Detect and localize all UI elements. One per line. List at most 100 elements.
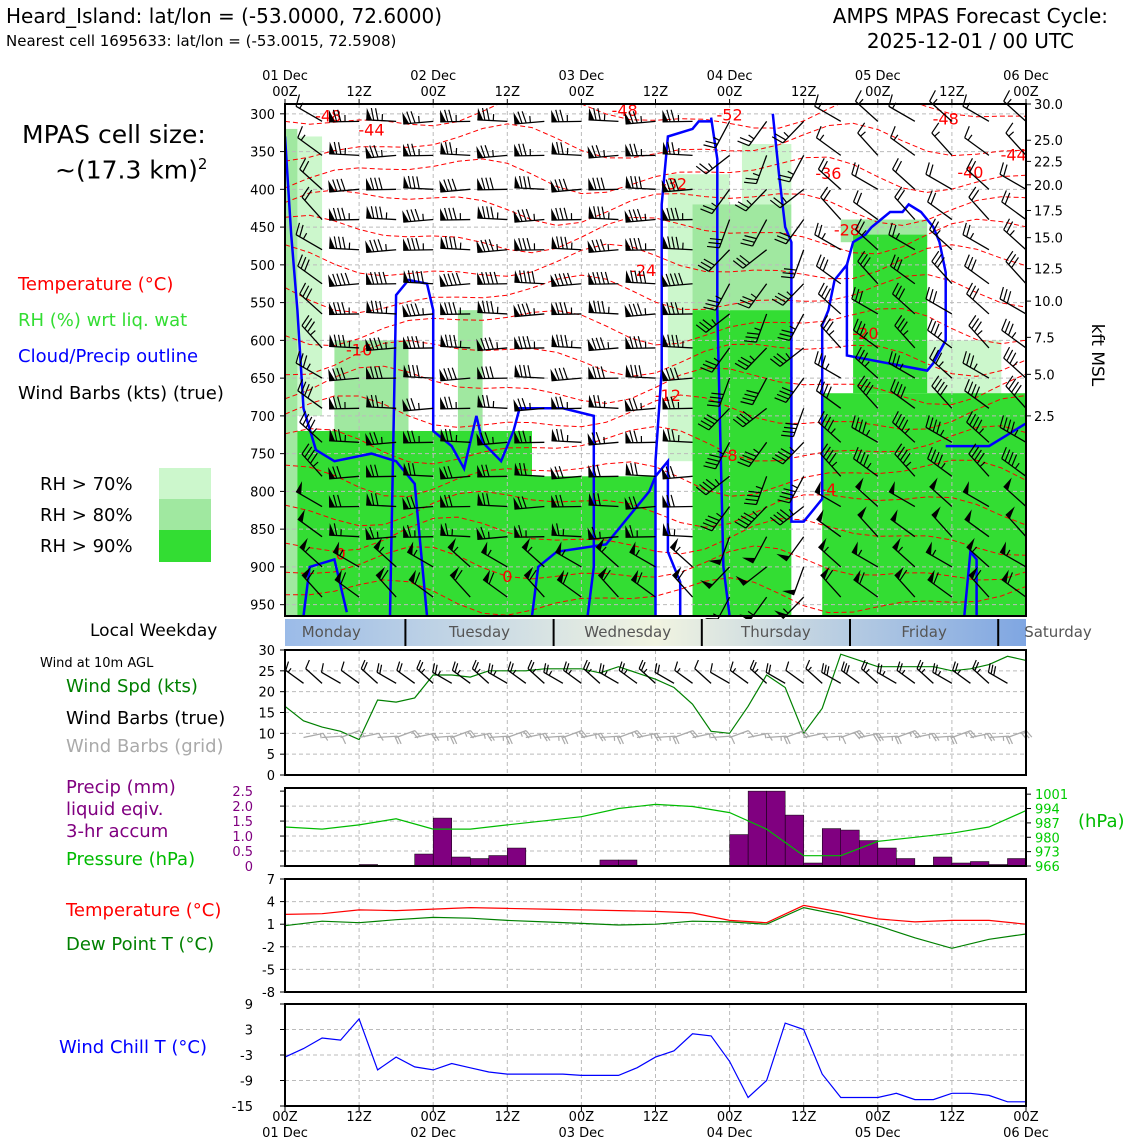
- barb-full: [369, 177, 375, 190]
- barb-half: [825, 363, 830, 370]
- temp-tick-label: 1: [267, 918, 275, 933]
- barb-flag: [662, 109, 669, 122]
- top-hour-label: 00Z: [420, 85, 446, 100]
- barb-full: [872, 734, 879, 743]
- barb-full: [489, 271, 494, 285]
- barb-staff: [477, 217, 508, 221]
- barb-staff: [785, 669, 805, 684]
- barb-full: [892, 158, 899, 170]
- barb-full: [297, 254, 303, 267]
- barb-staff: [857, 385, 879, 409]
- barb-staff: [477, 504, 508, 508]
- barb-half: [983, 734, 987, 739]
- barb-full: [481, 366, 486, 379]
- barb-full: [307, 449, 316, 461]
- barb-staff: [625, 281, 656, 285]
- barb-full: [591, 337, 597, 351]
- cross-section-wind-barb: [931, 122, 953, 156]
- cross-section-wind-barb: [366, 394, 397, 409]
- barb-half: [711, 202, 718, 208]
- barb-full: [773, 197, 784, 206]
- barb-flag: [624, 497, 632, 510]
- barb-staff: [544, 735, 565, 739]
- barb-full: [342, 334, 346, 348]
- cross-section-wind-barb: [588, 366, 619, 380]
- cross-section-wind-barb: [550, 178, 582, 193]
- barb-full: [517, 209, 523, 222]
- cross-section-wind-barb: [514, 336, 545, 350]
- barb-full: [488, 337, 494, 350]
- cross-section-wind-barb: [328, 494, 360, 508]
- barb-staff: [321, 671, 341, 684]
- barb-full: [451, 367, 457, 380]
- barb-full: [507, 661, 512, 671]
- barb-staff: [966, 293, 990, 315]
- barb-half: [899, 363, 904, 370]
- barb-staff: [714, 442, 731, 470]
- barb-staff: [742, 407, 768, 428]
- barb-half: [897, 546, 904, 553]
- barb-full: [448, 396, 453, 409]
- barb-full: [307, 386, 314, 399]
- barb-flag: [551, 334, 558, 347]
- barb-full: [1007, 323, 1014, 336]
- cross-section-wind-barb: [449, 566, 471, 598]
- local-weekday-label: Local Weekday: [90, 621, 218, 641]
- barb-full: [925, 162, 930, 175]
- barb-staff: [297, 265, 323, 285]
- barb-half: [904, 428, 910, 434]
- barb-half: [376, 531, 379, 539]
- barb-staff: [599, 735, 620, 739]
- barb-full: [935, 352, 943, 364]
- cross-section-wind-barb: [329, 236, 360, 251]
- cross-section-wind-barb: [703, 121, 731, 149]
- barb-full: [969, 160, 977, 173]
- barb-staff: [295, 362, 323, 379]
- barb-full: [702, 363, 715, 370]
- temperature-label: Temperature (°C): [66, 900, 222, 921]
- barb-full: [444, 523, 449, 536]
- barb-full: [901, 419, 909, 431]
- barb-full: [748, 490, 761, 494]
- barb-half: [533, 308, 536, 315]
- barb-full: [406, 398, 412, 411]
- barb-full: [821, 160, 828, 173]
- barb-full: [601, 206, 606, 219]
- barb-full: [779, 333, 792, 338]
- barb-flag: [450, 566, 460, 580]
- cross-section-wind-barb: [851, 415, 879, 443]
- barb-half: [831, 461, 838, 467]
- barb-full: [854, 417, 860, 430]
- barb-staff: [301, 574, 323, 598]
- top-day-label: 02 Dec: [410, 69, 456, 84]
- cross-section-wind-barb: [329, 334, 360, 349]
- barb-flag: [328, 466, 336, 479]
- barb-staff: [877, 735, 898, 739]
- bottom-day-label: 05 Dec: [855, 1126, 901, 1140]
- cross-section-wind-barb: [477, 464, 508, 478]
- barb-flag: [927, 569, 935, 583]
- barb-full: [337, 302, 342, 315]
- barb-full: [929, 346, 936, 359]
- chill-tick-label: -9: [240, 1075, 253, 1090]
- barb-full: [593, 206, 597, 219]
- cross-section-wind-barb: [999, 415, 1027, 443]
- barb-staff: [440, 505, 471, 508]
- barb-full: [517, 304, 523, 317]
- barb-staff: [403, 375, 434, 379]
- cross-section-wind-barb: [964, 254, 990, 285]
- cross-section-wind-barb: [700, 347, 731, 373]
- barb-staff: [403, 120, 434, 125]
- precip-tick-label: 1.0: [232, 830, 253, 845]
- bottom-day-label: 02 Dec: [410, 1126, 456, 1140]
- barb-full: [925, 415, 930, 428]
- barb-full: [876, 663, 880, 673]
- barb-staff: [662, 153, 693, 157]
- barb-full: [638, 659, 644, 669]
- temp-tick-label: -5: [262, 963, 275, 978]
- cross-section-wind-barb: [890, 126, 916, 156]
- barb-full: [416, 270, 420, 284]
- barb-flag: [929, 477, 938, 491]
- barb-full: [737, 518, 750, 526]
- barb-full: [374, 493, 379, 506]
